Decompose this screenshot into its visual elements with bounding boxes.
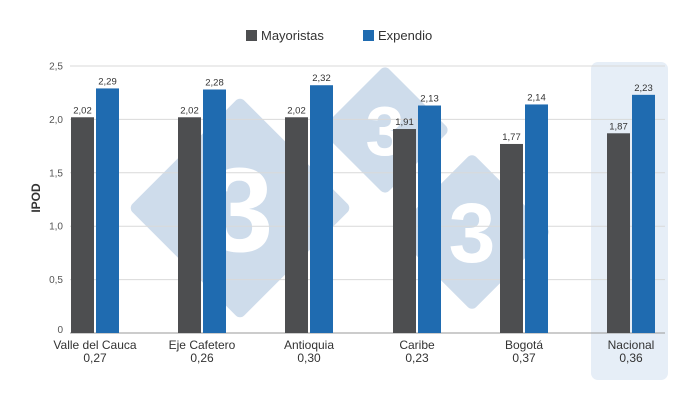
legend: Mayoristas Expendio (246, 28, 432, 43)
data-label: 1,91 (395, 117, 414, 128)
data-label: 2,29 (98, 76, 117, 87)
legend-item: Mayoristas (246, 28, 324, 43)
bar-mayoristas (500, 143, 523, 333)
watermark-mark: 3 (322, 67, 448, 193)
y-tick-label: 0 (57, 325, 63, 336)
data-label: 2,14 (527, 92, 546, 103)
data-label: 1,77 (502, 132, 521, 143)
grid (70, 65, 665, 334)
bar-mayoristas (393, 129, 416, 333)
data-label: 2,02 (287, 105, 306, 116)
watermark-diamond (322, 67, 448, 193)
bar-mayoristas (178, 117, 201, 333)
data-labels: 2,02 2,02 2,02 1,91 1,77 1,87 2,29 2,28 2,32 2,13… (73, 73, 653, 143)
category-label: Valle del Cauca (53, 338, 136, 352)
legend-swatch (363, 30, 374, 41)
data-label: 2,28 (205, 77, 224, 88)
category-value: 0,36 (619, 351, 643, 365)
y-tick-label: 0,5 (49, 275, 63, 286)
bar-expendio (525, 104, 548, 333)
data-label: 2,23 (634, 83, 653, 94)
bar-expendio (632, 94, 655, 333)
category-label: Eje Cafetero (169, 338, 236, 352)
y-tick-label: 1,0 (49, 222, 63, 233)
category-label: Bogotá (505, 338, 543, 352)
data-label: 1,87 (609, 121, 628, 132)
bar-expendio (418, 105, 441, 334)
bars (71, 85, 655, 334)
legend-label: Expendio (378, 28, 432, 43)
category-label: Antioquia (284, 338, 334, 352)
y-tick-label: 1,5 (49, 168, 63, 179)
bar-expendio (310, 85, 333, 333)
category-label: Nacional (608, 338, 655, 352)
y-tick-label: 2,5 (49, 62, 63, 73)
category-value: 0,27 (83, 351, 107, 365)
data-label: 2,02 (180, 105, 199, 116)
watermark-glyph: 3 (449, 186, 496, 280)
legend-label: Mayoristas (261, 28, 324, 43)
y-tick-label: 2,0 (49, 115, 63, 126)
bar-mayoristas (285, 117, 308, 333)
data-label: 2,02 (73, 105, 92, 116)
category-value: 0,30 (297, 351, 321, 365)
data-label: 2,13 (420, 94, 439, 105)
y-axis: IPOD 0 0,5 1,0 1,5 2,0 2,5 (29, 62, 63, 337)
category-value: 0,37 (512, 351, 536, 365)
data-label: 2,32 (312, 73, 331, 84)
bar-expendio (96, 88, 119, 333)
category-value: 0,26 (190, 351, 214, 365)
bar-mayoristas (607, 133, 630, 333)
legend-swatch (246, 30, 257, 41)
legend-item: Expendio (363, 28, 432, 43)
y-axis-label: IPOD (29, 183, 43, 213)
bar-mayoristas (71, 117, 94, 333)
category-value: 0,23 (405, 351, 429, 365)
category-label: Caribe (399, 338, 435, 352)
bar-expendio (203, 89, 226, 333)
